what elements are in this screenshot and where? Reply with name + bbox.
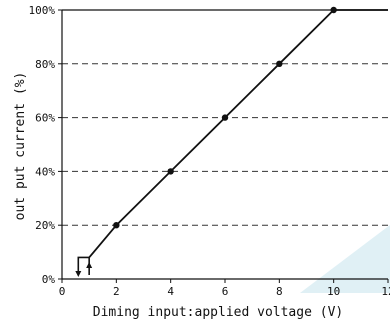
x-tick-labels: 0 2 4 6 8 10 12: [59, 285, 390, 298]
down-arrow: [75, 271, 82, 277]
x-tick-label: 2: [113, 285, 120, 298]
x-tick-label: 4: [167, 285, 174, 298]
x-tick-label: 10: [327, 285, 340, 298]
axes: [58, 9, 389, 283]
up-arrow: [86, 262, 93, 268]
data-point: [167, 168, 174, 175]
x-tick-label: 0: [59, 285, 66, 298]
y-tick-label: 60%: [35, 112, 55, 125]
x-tick-label: 12: [381, 285, 390, 298]
x-tick-label: 6: [222, 285, 229, 298]
series-line: [88, 9, 388, 259]
data-point: [276, 60, 283, 67]
y-tick-label: 0%: [42, 273, 56, 286]
hysteresis-marker: [75, 256, 93, 277]
y-tick-label: 20%: [35, 219, 55, 232]
data-point: [113, 222, 120, 229]
watermark-shape: [300, 225, 390, 293]
data-point: [330, 6, 337, 14]
y-axis-title: out put current (%): [13, 72, 28, 221]
y-tick-labels: 0% 20% 40% 60% 80% 100%: [29, 4, 56, 286]
y-tick-label: 40%: [35, 165, 55, 178]
y-tick-label: 100%: [29, 4, 56, 17]
x-axis-title: Diming input:applied voltage (V): [93, 305, 343, 320]
data-series: [88, 6, 388, 259]
x-tick-label: 8: [276, 285, 283, 298]
y-tick-label: 80%: [35, 58, 55, 71]
data-point: [221, 114, 229, 121]
grid-lines: [62, 63, 388, 226]
